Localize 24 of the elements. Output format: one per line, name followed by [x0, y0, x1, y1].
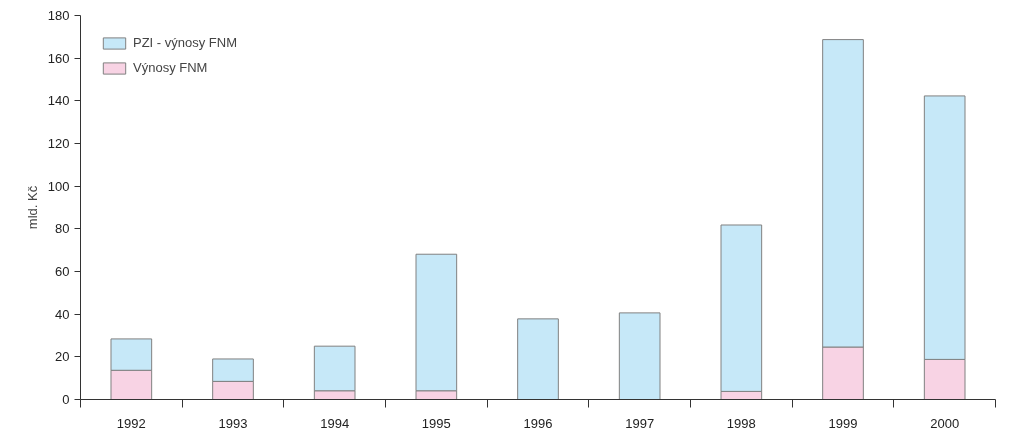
- legend-label: PZI - výnosy FNM: [133, 35, 238, 50]
- y-tick-label: 60: [55, 264, 70, 279]
- y-tick-label: 120: [47, 136, 70, 151]
- x-tick-label: 1999: [828, 415, 858, 431]
- x-tick-label: 2000: [930, 415, 960, 431]
- x-tick-label: 1996: [523, 415, 553, 431]
- y-tick-label: 80: [55, 221, 70, 237]
- x-tick-label: 1992: [116, 415, 146, 431]
- legend-label: Výnosy FNM: [133, 60, 208, 75]
- x-tick-label: 1997: [625, 415, 655, 431]
- x-tick-label: 1994: [320, 415, 350, 431]
- x-tick-label: 1998: [726, 415, 756, 431]
- y-tick-label: 0: [62, 392, 70, 407]
- y-tick-label: 40: [55, 306, 70, 322]
- y-tick-label: 180: [47, 8, 70, 23]
- y-tick-label: 160: [47, 50, 70, 66]
- x-tick-label: 1993: [218, 415, 248, 431]
- y-axis-title: mld. Kč: [24, 185, 40, 230]
- y-tick-label: 100: [47, 178, 70, 194]
- bar: [618, 312, 661, 400]
- y-tick-label: 20: [55, 349, 70, 365]
- bar: [517, 318, 559, 400]
- y-tick-label: 140: [47, 93, 70, 109]
- x-tick-label: 1995: [421, 415, 451, 431]
